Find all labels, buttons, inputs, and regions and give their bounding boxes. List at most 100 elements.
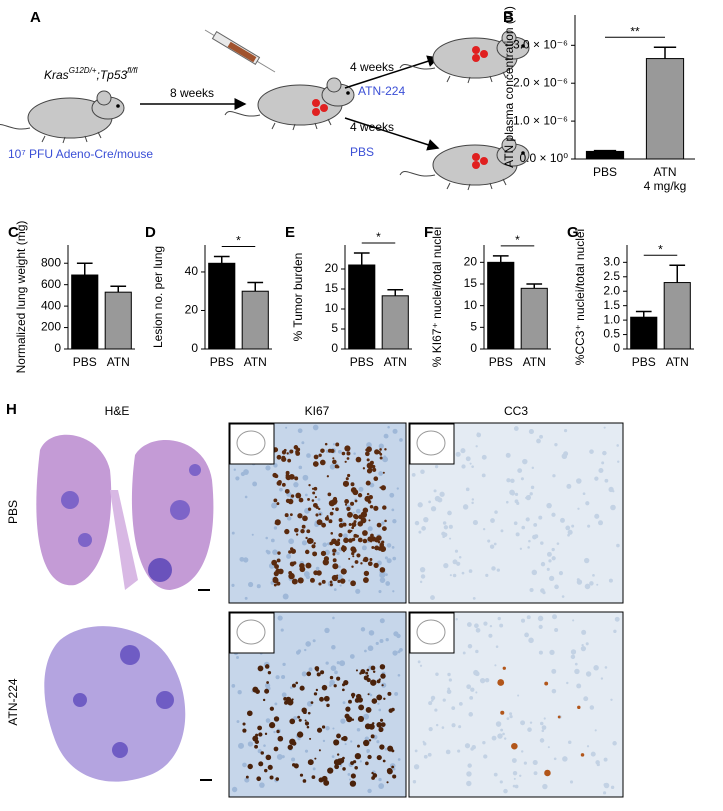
x-tick-label: ATN (107, 355, 130, 369)
stain-dot (458, 725, 462, 729)
stain-dot (516, 501, 520, 505)
stain-dot (497, 679, 505, 686)
stain-dot (387, 691, 392, 696)
stain-dot (299, 566, 306, 573)
stain-dot (309, 737, 312, 740)
stain-dot (319, 513, 322, 516)
x-tick-label: ATN (653, 165, 676, 179)
stain-dot (332, 443, 336, 446)
stain-dot (318, 749, 321, 752)
y-axis-title: % KI67⁺ nuclei/total nuclei (430, 227, 444, 367)
stain-dot (370, 679, 377, 686)
stain-dot (465, 487, 470, 492)
bar (241, 290, 269, 350)
y-tick-label: 20 (185, 303, 199, 317)
stain-dot (379, 445, 383, 449)
dose: 10⁷ PFU Adeno-Cre/mouse (8, 147, 153, 161)
stain-dot (295, 533, 299, 536)
stain-dot (542, 590, 546, 595)
stain-dot (348, 557, 351, 560)
stain-dot (242, 728, 247, 733)
stain-dot (354, 499, 358, 503)
stain-dot (571, 524, 575, 528)
stain-dot (336, 661, 340, 665)
stain-dot (464, 743, 471, 749)
stain-dot (412, 780, 417, 784)
stain-dot (576, 478, 582, 484)
x-tick-label: PBS (73, 355, 97, 369)
stain-dot (562, 756, 568, 762)
stain-dot (475, 627, 481, 633)
stain-dot (455, 618, 458, 621)
stain-dot (231, 583, 235, 587)
stain-dot (292, 561, 297, 565)
stain-dot (511, 758, 517, 763)
stain-dot (243, 469, 249, 475)
stain-dot (351, 526, 355, 530)
stain-dot (384, 448, 387, 451)
stain-dot (447, 510, 452, 516)
stain-dot (601, 461, 605, 465)
y-tick-label: 15 (325, 281, 339, 295)
y-tick-label: 600 (41, 277, 61, 291)
stain-dot (482, 740, 486, 745)
stain-dot (329, 464, 336, 470)
stain-dot (378, 783, 385, 789)
stain-dot (307, 507, 312, 511)
stain-dot (293, 482, 299, 488)
y-tick-label: 5 (470, 320, 477, 334)
stain-dot (347, 772, 351, 776)
stain-dot (509, 712, 513, 716)
stain-dot (468, 569, 473, 573)
stain-dot (308, 484, 311, 487)
stain-dot (529, 492, 533, 496)
stain-dot (596, 762, 600, 767)
stain-dot (366, 458, 370, 462)
stain-dot (553, 757, 557, 761)
panel-label: E (285, 224, 295, 241)
stain-dot (352, 555, 355, 558)
stain-dot (526, 517, 530, 521)
stain-dot (551, 512, 556, 517)
stain-dot (399, 438, 403, 442)
stain-dot (481, 473, 486, 478)
stain-dot (539, 434, 543, 439)
treatment: PBS (350, 145, 374, 159)
stain-dot (247, 581, 254, 588)
stain-dot (366, 462, 373, 469)
y-tick-label: 10 (325, 301, 339, 315)
stain-dot (443, 525, 449, 530)
stain-dot (352, 511, 355, 514)
stain-dot (335, 507, 339, 512)
stain-dot (513, 777, 516, 780)
stain-dot (561, 453, 568, 460)
stain-dot (368, 519, 371, 522)
stain-dot (411, 472, 416, 477)
stain-dot (319, 696, 324, 702)
inset-lung (416, 430, 446, 456)
stain-dot (259, 782, 265, 788)
stain-dot (274, 702, 278, 706)
y-tick-label: 2.0 (603, 283, 620, 297)
stain-dot (502, 666, 506, 670)
stain-dot (519, 547, 523, 550)
stain-dot (462, 651, 466, 655)
stain-dot (538, 515, 543, 520)
stain-dot (366, 668, 370, 672)
bar (487, 261, 515, 350)
stain-dot (286, 452, 289, 455)
stain-dot (305, 562, 312, 569)
y-tick-label: 2.0 × 10⁻⁶ (513, 75, 568, 89)
stain-dot (577, 507, 580, 510)
stain-dot (348, 579, 351, 582)
stain-dot (312, 767, 316, 771)
stain-dot (342, 688, 345, 692)
y-tick-label: 800 (41, 255, 61, 269)
x-tick-label: PBS (350, 355, 374, 369)
stain-dot (423, 516, 429, 523)
stain-dot (262, 698, 266, 702)
stain-dot (242, 762, 247, 768)
stain-dot (265, 754, 272, 761)
stain-dot (557, 715, 561, 719)
stain-dot (355, 669, 358, 672)
